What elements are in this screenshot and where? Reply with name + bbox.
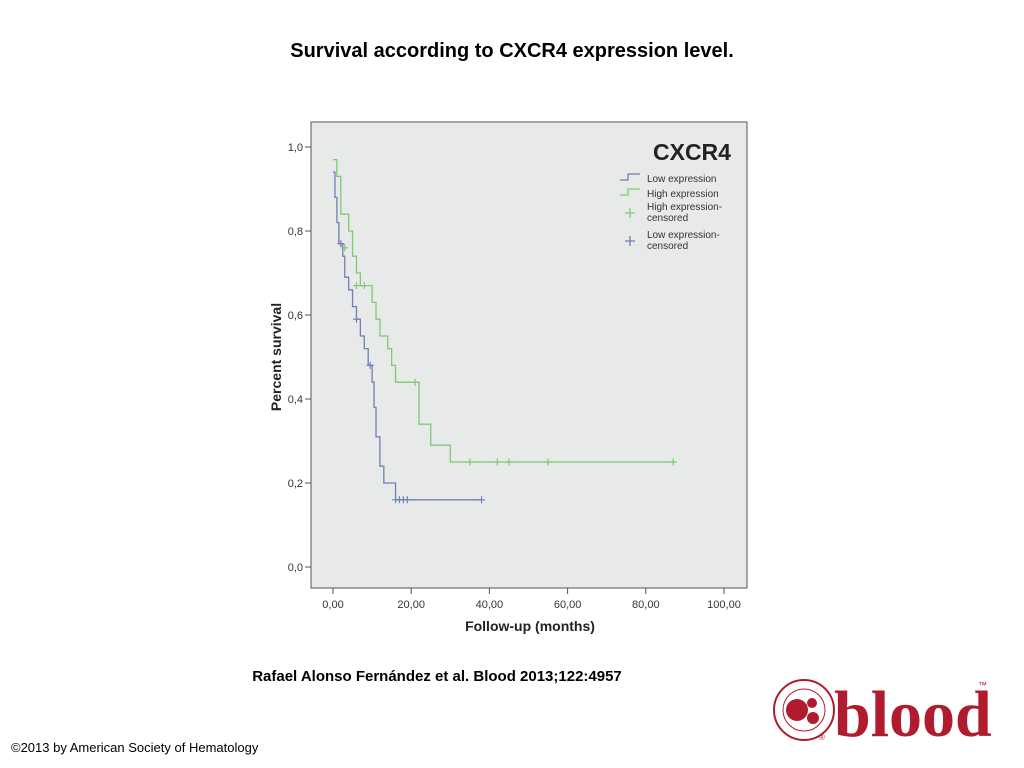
- y-tick-label: 1,0: [288, 142, 303, 154]
- x-tick-label: 0,00: [322, 599, 343, 611]
- legend-label: Low expression: [647, 174, 716, 185]
- y-tick-label: 0,0: [288, 562, 303, 574]
- y-tick-label: 0,4: [288, 394, 303, 406]
- y-tick-label: 0,6: [288, 310, 303, 322]
- survival-chart: 0,0 0,2 0,4 0,6 0,8 1,0 0,00 20,00 40,00 60,00 80…: [268, 121, 748, 634]
- censor-mark: [411, 378, 419, 386]
- censor-mark: [352, 315, 360, 323]
- slide-title: Survival according to CXCR4 expression l…: [290, 40, 734, 62]
- censor-mark: [337, 240, 345, 248]
- chart-title: CXCR4: [653, 139, 731, 165]
- legend-label: High expression-censored: [647, 202, 722, 224]
- citation: Rafael Alonso Fernández et al. Blood 201…: [252, 668, 622, 685]
- censor-mark: [352, 282, 360, 290]
- legend: Low expression High expression High expres…: [620, 173, 722, 252]
- plot-area: [310, 121, 748, 589]
- x-tick-label: 40,00: [476, 599, 504, 611]
- censor-mark: [505, 458, 513, 466]
- legend-swatch: [625, 236, 635, 246]
- legend-swatch: [620, 173, 640, 181]
- censor-mark: [366, 361, 374, 369]
- censor-mark: [544, 458, 552, 466]
- copyright-notice: ©2013 by American Society of Hematology: [11, 740, 259, 755]
- y-axis: 0,0 0,2 0,4 0,6 0,8 1,0: [288, 142, 311, 574]
- censor-mark: [403, 496, 411, 504]
- low-expression-curve: [333, 171, 482, 501]
- legend-label: Low expression-censored: [647, 230, 720, 252]
- censor-mark: [478, 496, 486, 504]
- censor-mark: [669, 458, 677, 466]
- x-tick-label: 20,00: [397, 599, 425, 611]
- censor-mark: [341, 244, 349, 252]
- x-tick-label: 60,00: [554, 599, 582, 611]
- blood-journal-logo: blood ™ ®: [773, 678, 992, 746]
- logo-wordmark: blood: [834, 678, 992, 746]
- legend-swatch: [620, 188, 640, 196]
- legend-swatch: [625, 208, 635, 218]
- censor-mark: [466, 458, 474, 466]
- x-axis: 0,00 20,00 40,00 60,00 80,00 100,00: [322, 588, 741, 611]
- censor-marks: [337, 240, 677, 504]
- ash-seal-icon: [773, 679, 835, 741]
- y-axis-label: Percent survival: [268, 303, 284, 411]
- x-axis-label: Follow-up (months): [465, 618, 595, 634]
- survival-curves: [333, 158, 674, 501]
- censor-mark: [493, 458, 501, 466]
- y-tick-label: 0,2: [288, 478, 303, 490]
- blood-cell-icon: [786, 699, 808, 721]
- legend-label: High expression: [647, 189, 719, 200]
- y-tick-label: 0,8: [288, 226, 303, 238]
- x-tick-label: 100,00: [707, 599, 741, 611]
- logo-trademark: ™: [978, 680, 987, 690]
- high-expression-curve: [333, 158, 674, 463]
- x-tick-label: 80,00: [632, 599, 660, 611]
- logo-registered: ®: [819, 733, 825, 742]
- censor-mark: [360, 282, 368, 290]
